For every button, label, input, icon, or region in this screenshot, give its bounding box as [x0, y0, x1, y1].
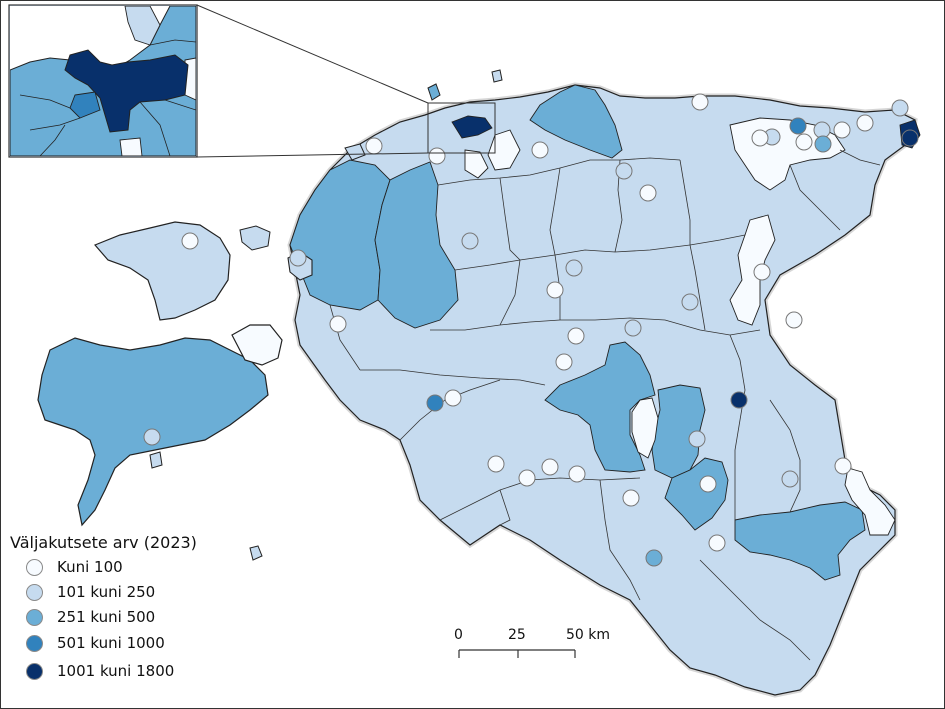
locator-box: [427, 102, 496, 154]
scale-label-25: 25: [508, 627, 526, 643]
symbol-circle: [645, 549, 663, 567]
symbol-circle: [781, 470, 799, 488]
symbol-circle: [555, 353, 573, 371]
region-poltsamaa: [544, 341, 656, 473]
scale-label-0: 0: [454, 627, 463, 643]
region-peipsi-north: [729, 214, 776, 326]
legend-label: 101 kuni 250: [57, 583, 156, 601]
symbol-circle: [461, 232, 479, 250]
symbol-circle: [691, 93, 709, 111]
symbol-circle: [789, 117, 807, 135]
symbol-circle: [688, 430, 706, 448]
island-small-4: [249, 545, 263, 561]
symbol-circle: [444, 389, 462, 407]
symbol-circle: [730, 391, 748, 409]
symbols: [143, 93, 919, 567]
symbol-circle: [426, 394, 444, 412]
symbol-circle: [531, 141, 549, 159]
symbol-circle: [901, 129, 919, 147]
symbol-circle: [289, 249, 307, 267]
inset-tallinn: [64, 49, 189, 133]
legend-item: 1001 kuni 1800: [26, 660, 174, 682]
symbol-circle: [814, 135, 832, 153]
symbol-circle: [615, 162, 633, 180]
symbol-circle: [708, 534, 726, 552]
symbol-circle: [143, 428, 161, 446]
legend-item: 501 kuni 1000: [26, 632, 165, 654]
legend-label: 1001 kuni 1800: [57, 662, 175, 680]
symbol-circle: [329, 315, 347, 333]
symbol-circle: [568, 465, 586, 483]
region-valga-south: [734, 501, 866, 581]
symbol-circle: [487, 455, 505, 473]
mainland: [289, 84, 921, 696]
symbol-circle: [518, 469, 536, 487]
symbol-circle: [795, 133, 813, 151]
legend-label: 501 kuni 1000: [57, 634, 165, 652]
symbol-circle: [181, 232, 199, 250]
legend-item: 101 kuni 250: [26, 581, 155, 603]
legend-swatch: [26, 583, 43, 601]
region-saue: [374, 161, 459, 329]
island-small-3: [149, 451, 163, 469]
region-kuusalu: [529, 84, 623, 159]
symbol-circle: [567, 327, 585, 345]
inset-region-lowest-2: [119, 137, 143, 156]
inset-region-mid: [69, 91, 101, 119]
inset-map: [8, 4, 198, 158]
legend-swatch: [26, 662, 43, 680]
symbol-circle: [681, 293, 699, 311]
legend-item: Kuni 100: [26, 556, 123, 578]
island-small-1: [491, 69, 503, 83]
island-small-5: [239, 225, 271, 251]
symbol-circle: [891, 99, 909, 117]
region-tallinn-east: [487, 129, 521, 171]
symbol-circle: [622, 489, 640, 507]
region-keila: [464, 149, 489, 179]
symbol-circle: [541, 458, 559, 476]
island-muhu: [231, 324, 283, 366]
region-tallinn: [451, 115, 493, 139]
symbol-circle: [639, 184, 657, 202]
symbol-circle: [856, 114, 874, 132]
island-hiiumaa: [93, 221, 231, 321]
symbol-circle: [624, 319, 642, 337]
island-small-2: [344, 143, 366, 161]
region-setomaa: [844, 467, 896, 536]
legend-item: 251 kuni 500: [26, 606, 155, 628]
symbol-circle: [428, 147, 446, 165]
symbol-circle: [833, 121, 851, 139]
region-elva: [664, 457, 729, 531]
scale-label-50: 50 km: [566, 627, 611, 643]
region-lake-vortsjarv: [631, 397, 659, 459]
symbol-circle: [365, 137, 383, 155]
symbol-circle: [785, 311, 803, 329]
legend-swatch: [26, 558, 43, 576]
symbol-circle: [546, 281, 564, 299]
legend-title: Väljakutsete arv (2023): [10, 533, 197, 552]
legend-label: 251 kuni 500: [57, 608, 156, 626]
symbol-circle: [834, 457, 852, 475]
legend-swatch: [26, 608, 43, 626]
scale-bar: [458, 649, 576, 658]
legend-label: Kuni 100: [57, 558, 123, 576]
island-naissaar: [427, 83, 441, 101]
symbol-circle: [751, 129, 769, 147]
legend-swatch: [26, 634, 43, 652]
symbol-circle: [699, 475, 717, 493]
inset-locator: [196, 4, 496, 158]
symbol-circle: [753, 263, 771, 281]
symbol-circle: [565, 259, 583, 277]
